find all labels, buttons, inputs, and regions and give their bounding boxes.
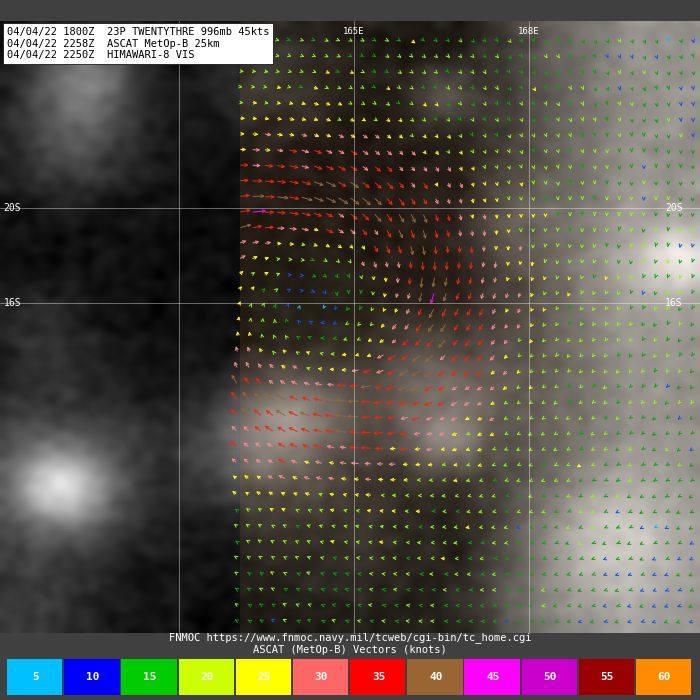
Bar: [293, 659, 349, 695]
Bar: [64, 659, 120, 695]
Bar: [464, 659, 520, 695]
Text: 168E: 168E: [518, 27, 539, 36]
Text: 20S: 20S: [665, 203, 682, 213]
Text: FNMOC https://www.fnmoc.navy.mil/tcweb/cgi-bin/tc_home.cgi: FNMOC https://www.fnmoc.navy.mil/tcweb/c…: [169, 632, 531, 643]
Bar: [636, 659, 692, 695]
Text: 16S: 16S: [665, 298, 682, 308]
Bar: [7, 659, 62, 695]
Text: 55: 55: [601, 672, 614, 682]
Text: 20S: 20S: [4, 203, 21, 213]
Text: 16S: 16S: [4, 298, 21, 308]
Text: 15: 15: [144, 672, 157, 682]
Bar: [350, 659, 405, 695]
Text: 20: 20: [200, 672, 214, 682]
Text: 165E: 165E: [343, 27, 364, 36]
Text: 40: 40: [429, 672, 442, 682]
Text: 60: 60: [658, 672, 671, 682]
Bar: [121, 659, 177, 695]
Bar: [236, 659, 291, 695]
Text: 25: 25: [258, 672, 271, 682]
Text: 162E: 162E: [168, 27, 189, 36]
Text: 5: 5: [32, 672, 39, 682]
Text: 35: 35: [372, 672, 385, 682]
Text: 10: 10: [86, 672, 99, 682]
Text: 50: 50: [543, 672, 556, 682]
Bar: [178, 659, 234, 695]
Bar: [522, 659, 577, 695]
Text: ASCAT (MetOp-B) Vectors (knots): ASCAT (MetOp-B) Vectors (knots): [253, 645, 447, 655]
Bar: [407, 659, 463, 695]
Text: 04/04/22 1800Z  23P TWENTYTHRE 996mb 45kts
04/04/22 2258Z  ASCAT MetOp-B 25km
04: 04/04/22 1800Z 23P TWENTYTHRE 996mb 45kt…: [7, 27, 270, 60]
Text: 45: 45: [486, 672, 500, 682]
Text: 30: 30: [315, 672, 328, 682]
Bar: [579, 659, 634, 695]
